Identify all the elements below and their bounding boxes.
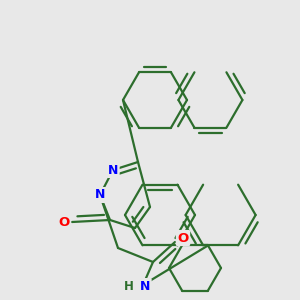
Text: O: O xyxy=(58,215,70,229)
Text: H: H xyxy=(124,280,134,292)
Text: N: N xyxy=(95,188,105,202)
Text: N: N xyxy=(140,280,150,292)
Text: O: O xyxy=(177,232,189,244)
Text: N: N xyxy=(108,164,118,176)
